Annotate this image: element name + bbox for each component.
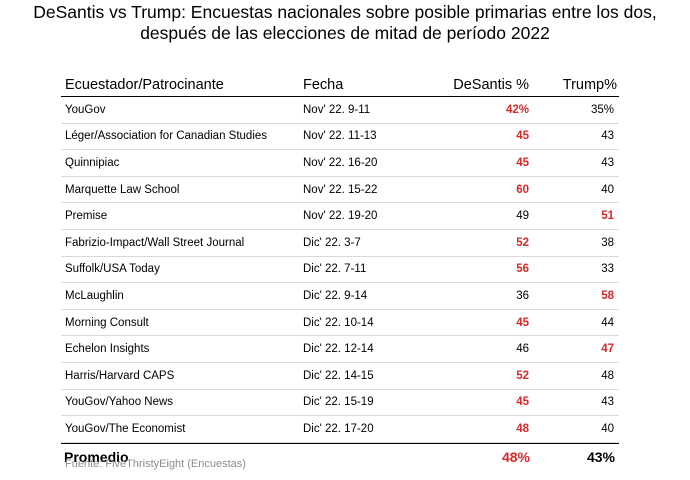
title-line-2: después de las elecciones de mitad de pe… bbox=[140, 23, 550, 43]
header-trump: Trump% bbox=[562, 77, 617, 94]
header-pollster: Ecuestador/Patrocinante bbox=[65, 77, 224, 94]
cell-trump: 40 bbox=[601, 422, 614, 435]
table-body: YouGov Nov' 22. 9-11 42% 35% Léger/Associati… bbox=[61, 97, 619, 443]
cell-trump: 44 bbox=[601, 316, 614, 329]
cell-trump: 58 bbox=[601, 289, 614, 302]
cell-trump: 33 bbox=[601, 263, 614, 276]
cell-pollster: Morning Consult bbox=[65, 316, 149, 329]
cell-pollster: Quinnipiac bbox=[65, 156, 120, 169]
poll-table: Ecuestador/Patrocinante Fecha DeSantis %… bbox=[61, 72, 619, 470]
cell-date: Nov' 22. 15-22 bbox=[303, 183, 378, 196]
cell-desantis: 46 bbox=[516, 343, 529, 356]
table-row: Léger/Association for Canadian Studies No… bbox=[61, 124, 619, 151]
table-row: Marquette Law School Nov' 22. 15-22 60 40 bbox=[61, 177, 619, 204]
cell-pollster: Suffolk/USA Today bbox=[65, 263, 160, 276]
total-trump: 43% bbox=[586, 448, 615, 465]
cell-trump: 43 bbox=[601, 156, 614, 169]
cell-date: Dic' 22. 12-14 bbox=[303, 343, 374, 356]
cell-trump: 38 bbox=[601, 236, 614, 249]
total-label: Promedio bbox=[64, 448, 129, 465]
header-date: Fecha bbox=[303, 77, 344, 94]
table-row: YouGov/Yahoo News Dic' 22. 15-19 45 43 bbox=[61, 390, 619, 417]
cell-desantis: 45 bbox=[516, 156, 529, 169]
cell-date: Dic' 22. 9-14 bbox=[303, 289, 368, 302]
cell-date: Nov' 22. 19-20 bbox=[303, 210, 378, 223]
page-title: DeSantis vs Trump: Encuestas nacionales … bbox=[0, 2, 690, 44]
cell-date: Nov' 22. 9-11 bbox=[303, 103, 371, 116]
cell-trump: 51 bbox=[601, 210, 614, 223]
cell-desantis: 42% bbox=[505, 103, 529, 116]
cell-trump: 43 bbox=[601, 396, 614, 409]
cell-pollster: Marquette Law School bbox=[65, 183, 180, 196]
cell-trump: 35% bbox=[590, 103, 614, 116]
cell-pollster: Léger/Association for Canadian Studies bbox=[65, 130, 268, 143]
table-row: YouGov Nov' 22. 9-11 42% 35% bbox=[61, 97, 619, 124]
cell-trump: 43 bbox=[601, 130, 614, 143]
total-row: Promedio 48% 43% bbox=[61, 442, 619, 470]
cell-desantis: 52 bbox=[516, 369, 529, 382]
table-header-row: Ecuestador/Patrocinante Fecha DeSantis %… bbox=[61, 72, 619, 97]
cell-pollster: YouGov/The Economist bbox=[65, 422, 186, 435]
table-row: McLaughlin Dic' 22. 9-14 36 58 bbox=[61, 283, 619, 310]
cell-desantis: 45 bbox=[516, 316, 529, 329]
cell-desantis: 36 bbox=[516, 289, 529, 302]
source-note: Fuente: FiveThristyEight (Encuestas) bbox=[65, 458, 246, 470]
table-row: Fabrizio-Impact/Wall Street Journal Dic' … bbox=[61, 230, 619, 257]
cell-date: Dic' 22. 7-11 bbox=[303, 263, 367, 276]
cell-date: Dic' 22. 3-7 bbox=[303, 236, 361, 249]
cell-desantis: 56 bbox=[516, 263, 529, 276]
cell-date: Dic' 22. 14-15 bbox=[303, 369, 374, 382]
title-line-1: DeSantis vs Trump: Encuestas nacionales … bbox=[33, 2, 657, 22]
table-row: Premise Nov' 22. 19-20 49 51 bbox=[61, 203, 619, 230]
cell-date: Nov' 22. 11-13 bbox=[303, 130, 377, 143]
cell-desantis: 45 bbox=[516, 396, 529, 409]
table-row: Echelon Insights Dic' 22. 12-14 46 47 bbox=[61, 336, 619, 363]
cell-desantis: 45 bbox=[516, 130, 529, 143]
cell-desantis: 49 bbox=[516, 210, 529, 223]
cell-pollster: Harris/Harvard CAPS bbox=[65, 369, 175, 382]
total-desantis: 48% bbox=[501, 448, 530, 465]
cell-trump: 48 bbox=[601, 369, 614, 382]
cell-trump: 47 bbox=[601, 343, 614, 356]
header-desantis: DeSantis % bbox=[453, 77, 529, 94]
cell-date: Dic' 22. 10-14 bbox=[303, 316, 374, 329]
cell-pollster: Fabrizio-Impact/Wall Street Journal bbox=[65, 236, 245, 249]
table-row: YouGov/The Economist Dic' 22. 17-20 48 40 bbox=[61, 416, 619, 443]
cell-date: Nov' 22. 16-20 bbox=[303, 156, 378, 169]
cell-trump: 40 bbox=[601, 183, 614, 196]
cell-desantis: 60 bbox=[516, 183, 529, 196]
table-row: Suffolk/USA Today Dic' 22. 7-11 56 33 bbox=[61, 257, 619, 284]
cell-pollster: Premise bbox=[65, 210, 108, 223]
cell-pollster: YouGov/Yahoo News bbox=[65, 396, 174, 409]
cell-date: Dic' 22. 17-20 bbox=[303, 422, 374, 435]
cell-desantis: 48 bbox=[516, 422, 529, 435]
table-row: Morning Consult Dic' 22. 10-14 45 44 bbox=[61, 310, 619, 337]
table-row: Harris/Harvard CAPS Dic' 22. 14-15 52 48 bbox=[61, 363, 619, 390]
cell-pollster: YouGov bbox=[65, 103, 106, 116]
table-row: Quinnipiac Nov' 22. 16-20 45 43 bbox=[61, 150, 619, 177]
cell-date: Dic' 22. 15-19 bbox=[303, 396, 374, 409]
cell-pollster: McLaughlin bbox=[65, 289, 124, 302]
cell-pollster: Echelon Insights bbox=[65, 343, 150, 356]
cell-desantis: 52 bbox=[516, 236, 529, 249]
